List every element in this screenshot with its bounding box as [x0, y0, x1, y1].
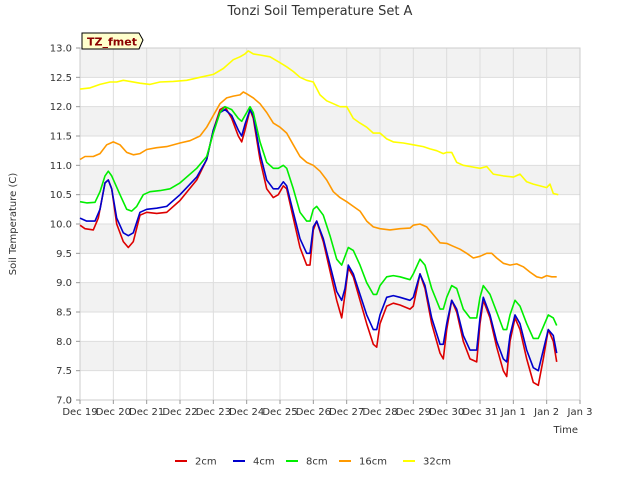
x-tick-label: Dec 31 [462, 407, 497, 418]
x-tick-label: Dec 21 [129, 407, 164, 418]
x-tick-label: Dec 30 [429, 407, 464, 418]
series-line-8cm [79, 105, 558, 340]
y-tick-label: 10.0 [50, 220, 72, 231]
y-tick-label: 7.0 [56, 396, 72, 407]
y-tick-label: 12.5 [50, 73, 72, 84]
y-tick-label: 10.5 [50, 190, 72, 201]
data-series [79, 50, 559, 387]
legend: 2cm 4cm 8cm 16cm 32cm [175, 457, 451, 468]
chart-title: Tonzi Soil Temperature Set A [227, 4, 413, 19]
legend-label-8cm: 8cm [306, 457, 328, 468]
x-tick-label: Dec 23 [196, 407, 231, 418]
x-tick-label: Jan 1 [500, 407, 526, 418]
y-tick-label: 11.0 [50, 161, 72, 172]
y-tick-label: 11.5 [50, 132, 72, 143]
x-tick-label: Jan 2 [533, 407, 559, 418]
plot-band [80, 224, 580, 254]
series-line-32cm [79, 50, 559, 196]
plot-band [80, 341, 580, 371]
x-tick-label: Dec 28 [362, 407, 397, 418]
y-tick-label: 8.0 [56, 337, 72, 348]
x-tick-label: Dec 25 [262, 407, 297, 418]
series-line-2cm [79, 105, 558, 387]
plot-band [80, 106, 580, 136]
y-axis-label: Soil Temperature (C) [8, 173, 19, 276]
x-axis-label: Time [553, 425, 578, 436]
plot-band [80, 312, 580, 342]
plot-band [80, 48, 580, 78]
plot-band [80, 136, 580, 166]
y-tick-label: 9.0 [56, 278, 72, 289]
x-tick-label: Dec 26 [296, 407, 331, 418]
y-axis-ticks: 7.0 7.5 8.0 8.5 9.0 9.5 10.0 10.5 11.0 11.5 12.0 12… [50, 44, 80, 407]
x-tick-label: Dec 29 [396, 407, 431, 418]
plot-band [80, 282, 580, 312]
x-tick-label: Jan 3 [567, 407, 593, 418]
legend-label-2cm: 2cm [195, 457, 217, 468]
y-tick-label: 12.0 [50, 102, 72, 113]
legend-label-4cm: 4cm [253, 457, 275, 468]
y-tick-label: 9.5 [56, 249, 72, 260]
plot-band [80, 165, 580, 195]
x-tick-label: Dec 20 [96, 407, 131, 418]
y-tick-label: 13.0 [50, 44, 72, 55]
x-tick-label: Dec 24 [229, 407, 264, 418]
legend-label-16cm: 16cm [359, 457, 387, 468]
x-tick-label: Dec 27 [329, 407, 364, 418]
y-tick-label: 7.5 [56, 366, 72, 377]
site-badge-box [81, 32, 144, 50]
plot-band [80, 194, 580, 224]
site-badge: TZ_fmet [81, 32, 144, 50]
series-line-16cm [79, 91, 557, 279]
y-tick-label: 8.5 [56, 308, 72, 319]
x-tick-label: Dec 19 [62, 407, 97, 418]
site-badge-label: TZ_fmet [87, 36, 137, 49]
series-line-4cm [79, 108, 558, 372]
plot-band [80, 370, 580, 400]
legend-label-32cm: 32cm [423, 457, 451, 468]
x-tick-label: Dec 22 [162, 407, 197, 418]
